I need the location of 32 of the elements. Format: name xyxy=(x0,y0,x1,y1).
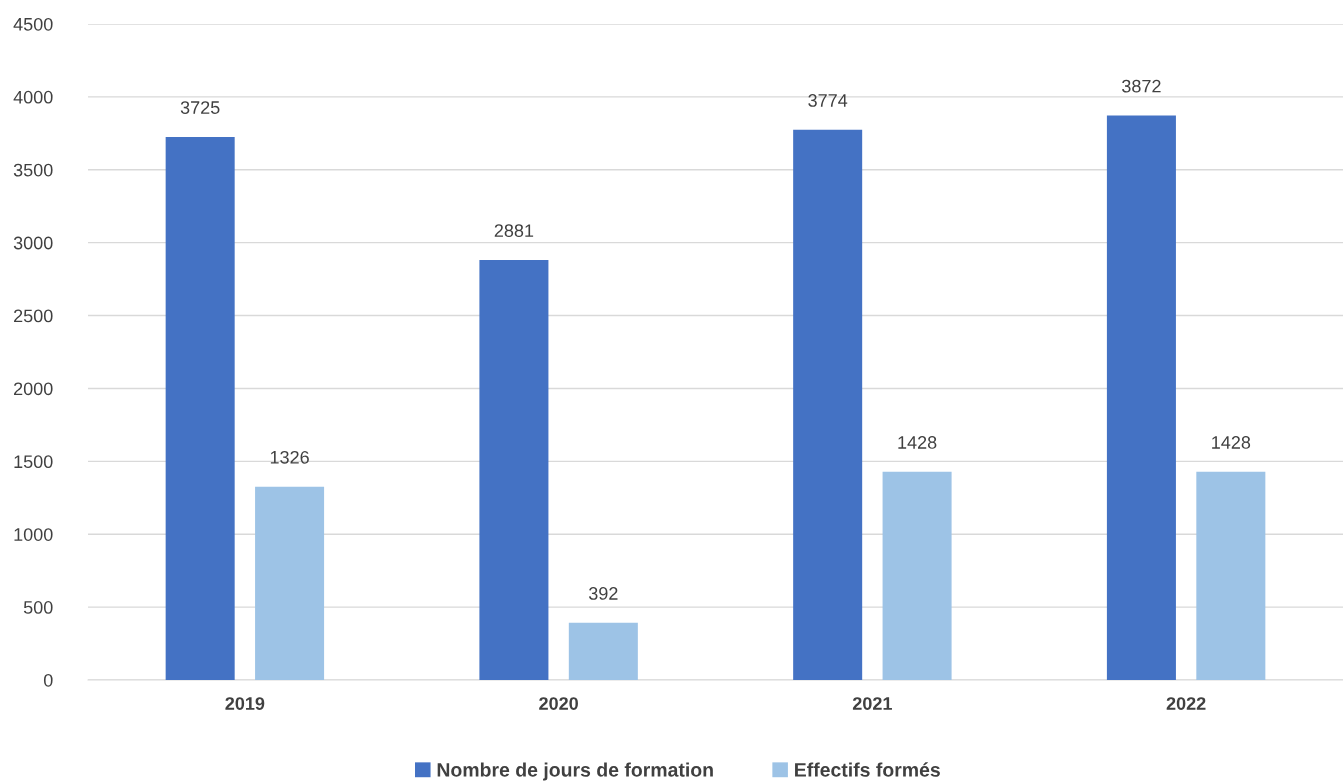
x-tick-label: 2019 xyxy=(225,697,265,710)
data-label: 1428 xyxy=(898,436,937,449)
data-label: 3774 xyxy=(808,94,848,107)
bar xyxy=(882,471,952,680)
bar xyxy=(1196,471,1266,680)
data-label: 1428 xyxy=(1212,436,1251,449)
y-tick-label: 4000 xyxy=(13,90,53,104)
y-tick-label: 1500 xyxy=(14,455,53,469)
bar xyxy=(479,260,549,680)
y-tick-label: 2500 xyxy=(14,309,53,323)
y-tick-label: 500 xyxy=(23,601,53,614)
y-tick-label: 0 xyxy=(43,673,53,687)
legend-label: Nombre de jours de formation xyxy=(437,762,713,781)
bar xyxy=(255,486,325,680)
y-tick-label: 3000 xyxy=(13,236,53,250)
bar xyxy=(793,129,863,680)
legend-label: Effectifs formés xyxy=(795,762,940,777)
y-tick-label: 1000 xyxy=(14,528,53,541)
x-tick-label: 2021 xyxy=(852,697,892,710)
x-tick-label: 2020 xyxy=(539,697,578,710)
y-tick-label: 3500 xyxy=(13,163,53,177)
bar xyxy=(1106,115,1176,680)
data-label: 2881 xyxy=(494,224,534,237)
y-tick-label: 2000 xyxy=(14,382,53,396)
data-label: 3725 xyxy=(180,101,220,114)
x-tick-label: 2022 xyxy=(1166,697,1206,710)
data-label: 1326 xyxy=(270,450,309,464)
data-label: 392 xyxy=(588,587,618,600)
bar xyxy=(568,622,638,680)
bar xyxy=(165,136,235,680)
data-label: 3872 xyxy=(1122,79,1161,93)
y-tick-label: 4500 xyxy=(13,17,53,31)
